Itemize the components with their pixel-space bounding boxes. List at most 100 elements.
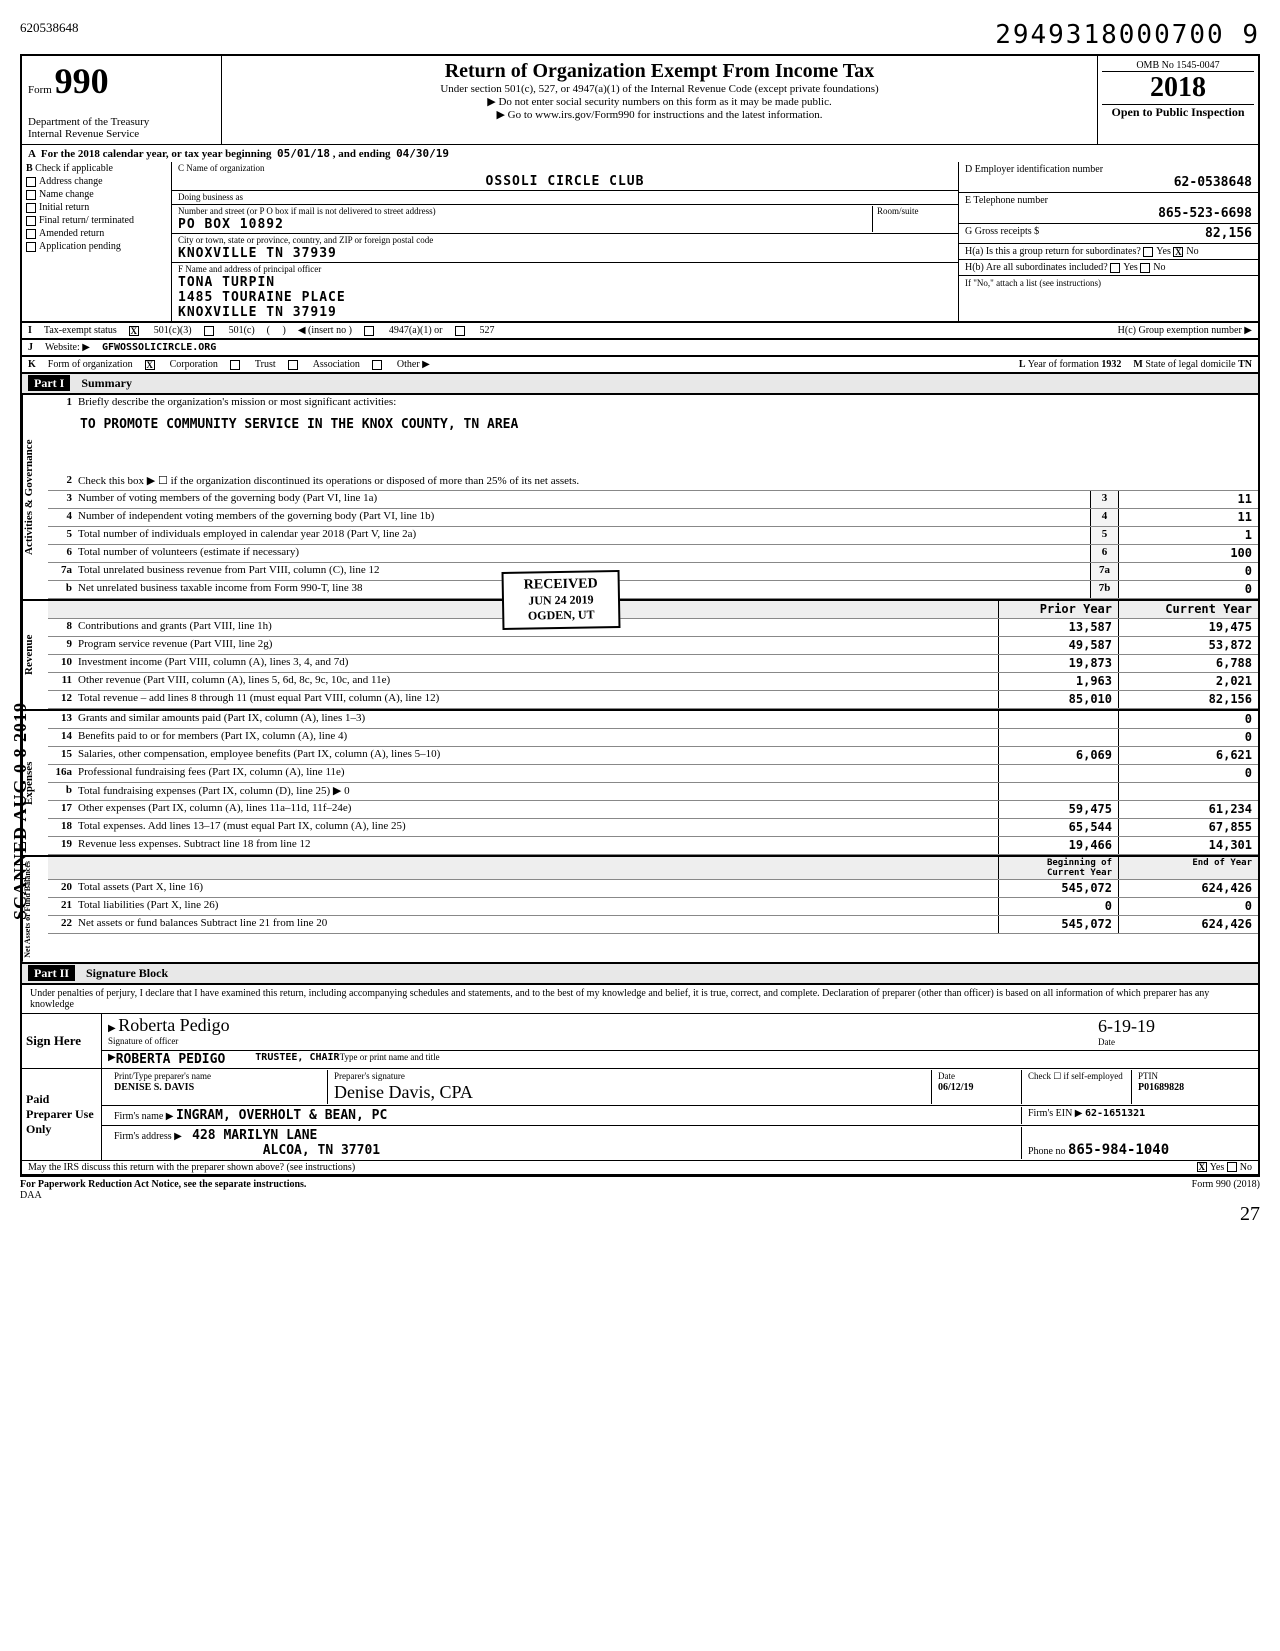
firm-phone: 865-984-1040 (1068, 1142, 1169, 1158)
hb-no[interactable] (1140, 263, 1150, 273)
partI-tag: Part I (28, 375, 70, 391)
dba-label: Doing business as (178, 192, 243, 202)
tax-year: 2018 (1102, 72, 1254, 104)
l-label: Year of formation (1028, 359, 1099, 370)
e-label: E Telephone number (965, 195, 1048, 206)
entity-block: B Check if applicable Address change Nam… (20, 162, 1260, 323)
ck-pending[interactable] (26, 242, 36, 252)
firm-ein: 62-1651321 (1085, 1108, 1145, 1119)
form-number: 990 (55, 61, 109, 101)
b-amended: Amended return (39, 228, 104, 239)
ha-yes[interactable] (1143, 247, 1153, 257)
ha-label: H(a) Is this a group return for subordin… (965, 246, 1141, 257)
ck-corp[interactable]: X (145, 360, 155, 370)
domicile: TN (1238, 359, 1252, 370)
ck-amended[interactable] (26, 229, 36, 239)
firm-addr2: ALCOA, TN 37701 (263, 1143, 380, 1158)
officer-title: TRUSTEE, CHAIR (255, 1052, 339, 1067)
org-name: OSSOLI CIRCLE CLUB (178, 174, 952, 189)
ck-name-change[interactable] (26, 190, 36, 200)
line-14: 14Benefits paid to or for members (Part … (48, 729, 1258, 747)
side-ag: Activities & Governance (22, 395, 48, 599)
officer-name: TONA TURPIN (178, 275, 275, 290)
line-12: 12Total revenue – add lines 8 through 11… (48, 691, 1258, 709)
mission: TO PROMOTE COMMUNITY SERVICE IN THE KNOX… (48, 413, 1258, 473)
form-sub1: Under section 501(c), 527, or 4947(a)(1)… (230, 83, 1089, 95)
period-begin: 05/01/18 (277, 147, 330, 160)
dln: 2949318000700 9 (995, 20, 1260, 50)
partI-title: Summary (81, 376, 132, 390)
form-sub3: Go to www.irs.gov/Form990 for instructio… (230, 108, 1089, 121)
h-note: If "No," attach a list (see instructions… (965, 278, 1101, 288)
line-4: 4Number of independent voting members of… (48, 509, 1258, 527)
part-i-header: Part I Summary (20, 374, 1260, 395)
line-6: 6Total number of volunteers (estimate if… (48, 545, 1258, 563)
ha-no[interactable]: X (1173, 247, 1183, 257)
line-klm: K Form of organization XCorporation Trus… (20, 357, 1260, 374)
line-b: bNet unrelated business taxable income f… (48, 581, 1258, 599)
lineA-mid: , and ending (333, 148, 391, 160)
org-addr: PO BOX 10892 (178, 217, 284, 232)
lineA-text: For the 2018 calendar year, or tax year … (41, 148, 272, 160)
col-d-g: D Employer identification number62-05386… (958, 162, 1258, 321)
ck-501c[interactable] (204, 326, 214, 336)
line-b: bTotal fundraising expenses (Part IX, co… (48, 783, 1258, 801)
city-label: City or town, state or province, country… (178, 235, 433, 245)
form-title: Return of Organization Exempt From Incom… (230, 60, 1089, 83)
ck-trust[interactable] (230, 360, 240, 370)
addr-label: Number and street (or P O box if mail is… (178, 206, 436, 216)
penalty-text: Under penalties of perjury, I declare th… (22, 985, 1258, 1014)
top-code: 620538648 (20, 20, 79, 50)
ck-assoc[interactable] (288, 360, 298, 370)
m-label: State of legal domicile (1145, 359, 1235, 370)
org-city: KNOXVILLE TN 37939 (178, 246, 337, 261)
b-name: Name change (39, 189, 94, 200)
b-label: Check if applicable (35, 163, 113, 174)
website: GFWOSSOLICIRCLE.ORG (102, 342, 216, 353)
ck-initial[interactable] (26, 203, 36, 213)
side-exp: Expenses (22, 711, 48, 855)
ck-other[interactable] (372, 360, 382, 370)
room-label: Room/suite (877, 206, 919, 216)
preparer-sig: Denise Davis, CPA (334, 1082, 473, 1102)
ck-527[interactable] (455, 326, 465, 336)
paid-preparer: Paid Preparer Use Only (22, 1069, 102, 1160)
q2: Check this box ▶ ☐ if the organization d… (76, 473, 1258, 490)
open-public: Open to Public Inspection (1102, 104, 1254, 120)
discuss-q: May the IRS discuss this return with the… (28, 1162, 1197, 1173)
k-label: Form of organization (48, 359, 133, 370)
line-i: I Tax-exempt status X501(c)(3) 501(c) ( … (20, 323, 1260, 340)
col-c: C Name of organization OSSOLI CIRCLE CLU… (172, 162, 958, 321)
discuss-yes[interactable]: X (1197, 1162, 1207, 1172)
line-5: 5Total number of individuals employed in… (48, 527, 1258, 545)
expenses-block: Expenses 13Grants and similar amounts pa… (20, 711, 1260, 857)
hb-yes[interactable] (1110, 263, 1120, 273)
form-word: Form (28, 84, 52, 96)
discuss-no[interactable] (1227, 1162, 1237, 1172)
c-name-label: C Name of organization (178, 163, 265, 173)
b-initial: Initial return (39, 202, 89, 213)
ptin: P01689828 (1138, 1082, 1184, 1093)
sign-here: Sign Here (22, 1014, 102, 1068)
part-ii-header: Part II Signature Block (20, 964, 1260, 985)
py-hdr: Prior Year (998, 601, 1118, 618)
period-end: 04/30/19 (396, 147, 449, 160)
col-b: B Check if applicable Address change Nam… (22, 162, 172, 321)
ck-final[interactable] (26, 216, 36, 226)
b-address: Address change (39, 176, 103, 187)
officer-signature: Roberta Pedigo (118, 1015, 229, 1035)
ck-4947[interactable] (364, 326, 374, 336)
officer-city: KNOXVILLE TN 37919 (178, 305, 337, 320)
form-cite: Form 990 (2018) (1192, 1179, 1260, 1201)
g-label: G Gross receipts $ (965, 226, 1039, 241)
page-hand: 27 (20, 1203, 1260, 1226)
ein: 62-0538648 (965, 175, 1252, 190)
side-na: Net Assets or Fund Balances (22, 857, 48, 962)
ck-address-change[interactable] (26, 177, 36, 187)
line-3: 3Number of voting members of the governi… (48, 491, 1258, 509)
officer-label: F Name and address of principal officer (178, 264, 321, 274)
gross-receipts: 82,156 (1205, 226, 1252, 241)
line-10: 10Investment income (Part VIII, column (… (48, 655, 1258, 673)
line-11: 11Other revenue (Part VIII, column (A), … (48, 673, 1258, 691)
ck-501c3[interactable]: X (129, 326, 139, 336)
